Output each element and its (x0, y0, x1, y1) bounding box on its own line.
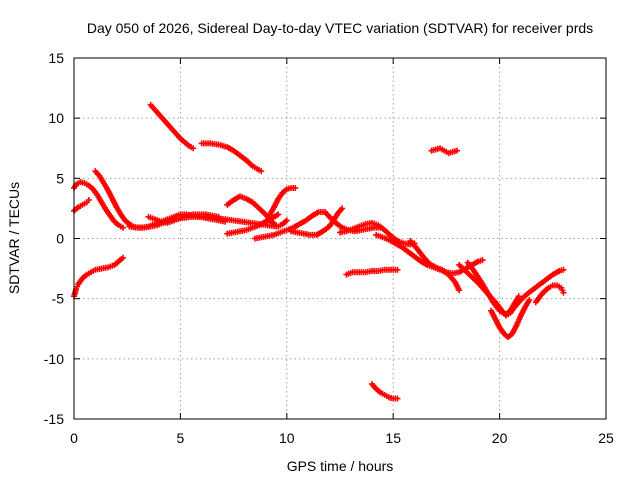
series-arc-22 (368, 381, 401, 402)
series-arc-13 (337, 219, 418, 248)
series-arc-05 (71, 254, 126, 300)
series-arc-20 (488, 296, 533, 341)
ticks-layer: 0 5 10 15 20 25 -15 -10 -5 0 5 10 15 (44, 50, 614, 446)
y-tick-label: -10 (44, 351, 64, 367)
data-point (275, 211, 282, 218)
series-arc-12 (288, 205, 346, 238)
data-point (454, 147, 461, 154)
x-tick-label: 25 (598, 430, 614, 446)
series-arc-10 (224, 211, 282, 237)
x-tick-label: 5 (177, 430, 185, 446)
series-arc-15 (407, 237, 463, 294)
series-arc-21 (532, 282, 567, 306)
data-point (85, 196, 92, 203)
data-point (190, 145, 197, 152)
y-tick-label: -15 (44, 411, 64, 427)
series-arc-01 (71, 196, 92, 214)
series-arc-17 (428, 145, 461, 157)
y-tick-label: 10 (48, 110, 64, 126)
data-point (283, 217, 290, 224)
data-point (526, 296, 533, 303)
x-tick-label: 15 (385, 430, 401, 446)
y-tick-label: 0 (56, 231, 64, 247)
chart-title: Day 050 of 2026, Sidereal Day-to-day VTE… (87, 20, 593, 36)
data-point (394, 395, 401, 402)
series-arc-09 (266, 184, 299, 218)
x-tick-label: 10 (279, 430, 295, 446)
y-tick-label: 5 (56, 170, 64, 186)
data-point (119, 224, 126, 231)
data-point (560, 266, 567, 273)
data-point (560, 289, 567, 296)
series-arc-23 (126, 211, 229, 231)
data-point (479, 257, 486, 264)
data-point (515, 293, 522, 300)
series-arc-16 (343, 266, 401, 278)
y-tick-label: -5 (52, 291, 65, 307)
data-point (222, 218, 229, 225)
data-points-layer (71, 101, 567, 402)
data-point (456, 287, 463, 294)
x-tick-label: 0 (70, 430, 78, 446)
x-tick-label: 20 (492, 430, 508, 446)
y-axis-label: SDTVAR / TECUs (6, 182, 22, 294)
data-point (258, 168, 265, 175)
series-arc-06 (147, 101, 197, 152)
data-point (339, 205, 346, 212)
x-axis-label: GPS time / hours (287, 458, 394, 474)
series-arc-19 (464, 259, 522, 318)
y-tick-label: 15 (48, 50, 64, 66)
data-point (119, 254, 126, 261)
series-arc-07 (198, 140, 265, 175)
data-point (394, 266, 401, 273)
data-point (292, 184, 299, 191)
